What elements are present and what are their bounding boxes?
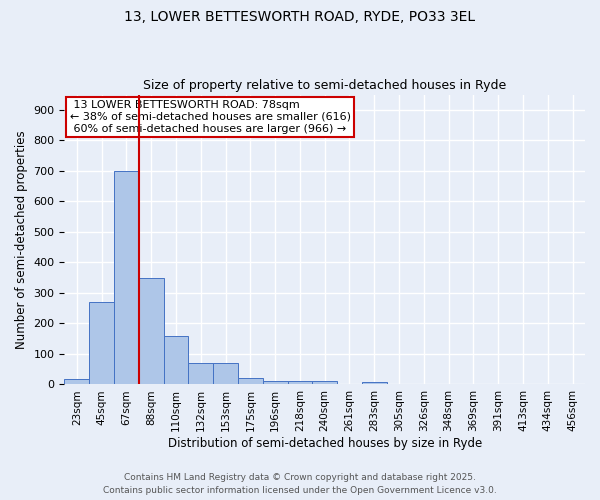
Y-axis label: Number of semi-detached properties: Number of semi-detached properties xyxy=(15,130,28,349)
Bar xyxy=(313,382,337,384)
Bar xyxy=(238,378,263,384)
Title: Size of property relative to semi-detached houses in Ryde: Size of property relative to semi-detach… xyxy=(143,79,506,92)
Bar xyxy=(263,381,287,384)
Text: 13, LOWER BETTESWORTH ROAD, RYDE, PO33 3EL: 13, LOWER BETTESWORTH ROAD, RYDE, PO33 3… xyxy=(124,10,476,24)
Bar xyxy=(139,278,164,384)
Bar xyxy=(114,171,139,384)
Bar xyxy=(64,379,89,384)
Text: 13 LOWER BETTESWORTH ROAD: 78sqm
← 38% of semi-detached houses are smaller (616): 13 LOWER BETTESWORTH ROAD: 78sqm ← 38% o… xyxy=(70,100,350,134)
Bar xyxy=(362,382,386,384)
X-axis label: Distribution of semi-detached houses by size in Ryde: Distribution of semi-detached houses by … xyxy=(167,437,482,450)
Bar xyxy=(164,336,188,384)
Text: Contains HM Land Registry data © Crown copyright and database right 2025.
Contai: Contains HM Land Registry data © Crown c… xyxy=(103,474,497,495)
Bar xyxy=(287,381,313,384)
Bar xyxy=(213,363,238,384)
Bar xyxy=(89,302,114,384)
Bar xyxy=(188,363,213,384)
